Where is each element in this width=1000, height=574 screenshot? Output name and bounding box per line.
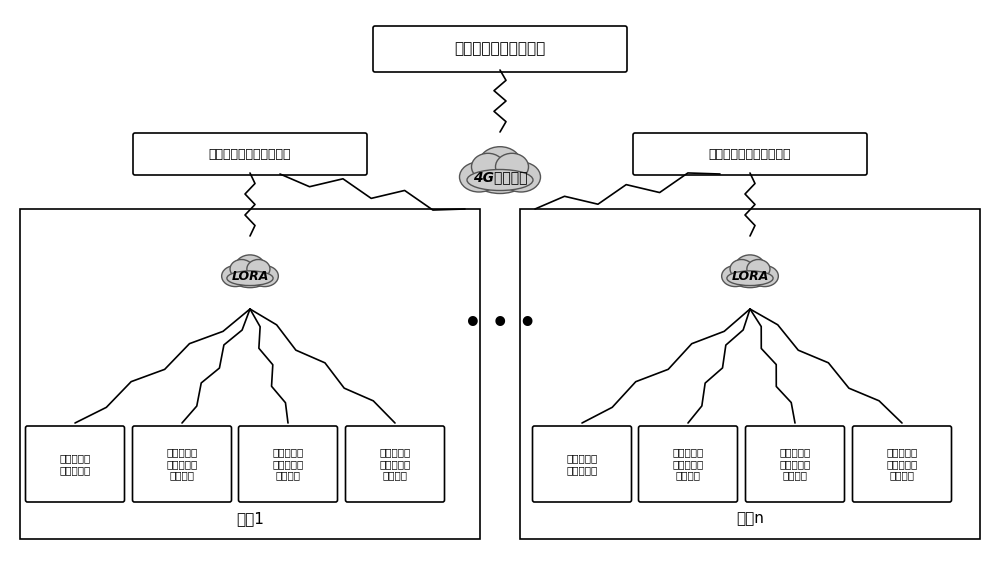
Ellipse shape <box>751 266 778 286</box>
Ellipse shape <box>467 169 533 191</box>
Ellipse shape <box>251 266 278 286</box>
FancyBboxPatch shape <box>852 426 952 502</box>
Ellipse shape <box>227 271 273 285</box>
Ellipse shape <box>222 266 249 286</box>
Ellipse shape <box>235 255 265 278</box>
Ellipse shape <box>472 153 505 180</box>
FancyBboxPatch shape <box>133 133 367 175</box>
Ellipse shape <box>735 255 765 278</box>
Text: LORA: LORA <box>231 270 269 282</box>
Text: 远程智慧运维数据中心: 远程智慧运维数据中心 <box>454 41 546 56</box>
FancyBboxPatch shape <box>639 426 738 502</box>
Text: 4G无线网络: 4G无线网络 <box>473 170 527 184</box>
Text: 区域1: 区域1 <box>236 511 264 526</box>
Ellipse shape <box>747 259 770 278</box>
FancyBboxPatch shape <box>633 133 867 175</box>
Ellipse shape <box>502 162 540 192</box>
Text: 光伏电气参
数无线数据
采集单元: 光伏电气参 数无线数据 采集单元 <box>166 447 198 480</box>
Text: 光伏环境参
数监测单元: 光伏环境参 数监测单元 <box>566 453 598 475</box>
Text: 光伏环境参
数监测单元: 光伏环境参 数监测单元 <box>59 453 91 475</box>
Ellipse shape <box>479 147 521 180</box>
Ellipse shape <box>230 259 253 278</box>
Text: 光伏电气参
数无线数据
采集单元: 光伏电气参 数无线数据 采集单元 <box>379 447 411 480</box>
Ellipse shape <box>496 153 528 180</box>
Text: 分布式光伏数据接入终端: 分布式光伏数据接入终端 <box>209 148 291 161</box>
FancyBboxPatch shape <box>533 426 632 502</box>
Text: 区域n: 区域n <box>736 511 764 526</box>
FancyBboxPatch shape <box>346 426 444 502</box>
Ellipse shape <box>730 259 753 278</box>
Text: 光伏电气参
数无线数据
采集单元: 光伏电气参 数无线数据 采集单元 <box>272 447 304 480</box>
Text: 光伏电气参
数无线数据
采集单元: 光伏电气参 数无线数据 采集单元 <box>886 447 918 480</box>
Ellipse shape <box>247 259 270 278</box>
FancyBboxPatch shape <box>373 26 627 72</box>
Ellipse shape <box>722 266 749 286</box>
Ellipse shape <box>729 261 771 288</box>
Ellipse shape <box>727 271 773 285</box>
Text: LORA: LORA <box>731 270 769 282</box>
Ellipse shape <box>229 261 271 288</box>
FancyBboxPatch shape <box>746 426 844 502</box>
Text: 光伏电气参
数无线数据
采集单元: 光伏电气参 数无线数据 采集单元 <box>672 447 704 480</box>
FancyBboxPatch shape <box>133 426 232 502</box>
Text: 分布式光伏数据接入终端: 分布式光伏数据接入终端 <box>709 148 791 161</box>
Text: 光伏电气参
数无线数据
采集单元: 光伏电气参 数无线数据 采集单元 <box>779 447 811 480</box>
Ellipse shape <box>470 154 530 193</box>
FancyBboxPatch shape <box>238 426 338 502</box>
FancyBboxPatch shape <box>520 209 980 539</box>
Ellipse shape <box>460 162 498 192</box>
FancyBboxPatch shape <box>26 426 125 502</box>
FancyBboxPatch shape <box>20 209 480 539</box>
Text: • • •: • • • <box>464 310 536 338</box>
